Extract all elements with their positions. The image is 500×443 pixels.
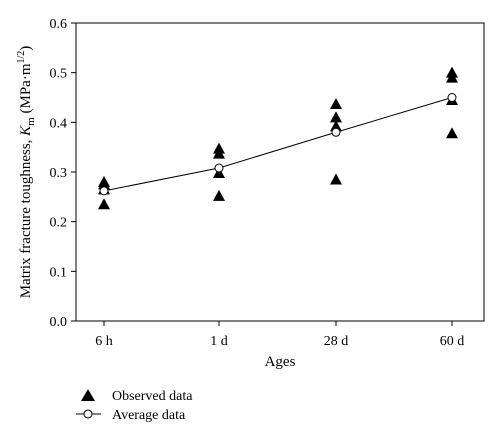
x-tick-label: 1 d	[210, 334, 228, 349]
observed-point	[330, 120, 342, 132]
observed-point	[213, 189, 225, 201]
average-series-line	[103, 97, 453, 192]
x-axis-label: Ages	[265, 354, 296, 370]
legend-triangle-icon	[81, 389, 95, 401]
observed-point	[213, 147, 225, 159]
plot-frame	[75, 22, 485, 322]
legend-circle-icon	[83, 409, 93, 419]
y-tick-label: 0.4	[50, 116, 68, 131]
observed-point	[98, 198, 110, 210]
x-tick-label: 28 d	[324, 334, 349, 349]
legend-label-average: Average data	[112, 408, 186, 423]
y-tick-label: 0.3	[50, 166, 68, 181]
average-point	[331, 127, 341, 137]
legend: Observed data Average data	[76, 389, 193, 423]
observed-point	[330, 97, 342, 109]
legend-item-observed: Observed data	[81, 389, 193, 404]
observed-point	[446, 71, 458, 83]
y-tick-label: 0.0	[50, 315, 68, 330]
observed-series	[98, 66, 458, 210]
average-series-markers	[99, 93, 457, 196]
x-tick-label: 60 d	[440, 334, 465, 349]
y-tick-label: 0.6	[50, 17, 68, 32]
legend-item-average: Average data	[76, 408, 186, 423]
average-point	[447, 93, 457, 102]
x-tick-label: 6 h	[95, 334, 113, 349]
observed-point	[330, 111, 342, 123]
y-tick-label: 0.1	[50, 265, 68, 280]
legend-label-observed: Observed data	[112, 389, 193, 404]
y-axis: 0.0 0.1 0.2 0.3 0.4 0.5 0.6	[50, 17, 76, 330]
plot-area	[75, 22, 485, 322]
average-point	[99, 186, 109, 196]
y-axis-label: Matrix fracture toughness, Km (MPa·m1/2)	[16, 46, 37, 299]
observed-point	[330, 173, 342, 185]
y-tick-label: 0.2	[50, 216, 68, 231]
average-point	[214, 163, 224, 173]
observed-point	[446, 127, 458, 139]
x-axis: 6 h 1 d 28 d 60 d	[95, 321, 464, 349]
y-tick-label: 0.5	[50, 67, 68, 82]
average-line	[103, 97, 453, 192]
